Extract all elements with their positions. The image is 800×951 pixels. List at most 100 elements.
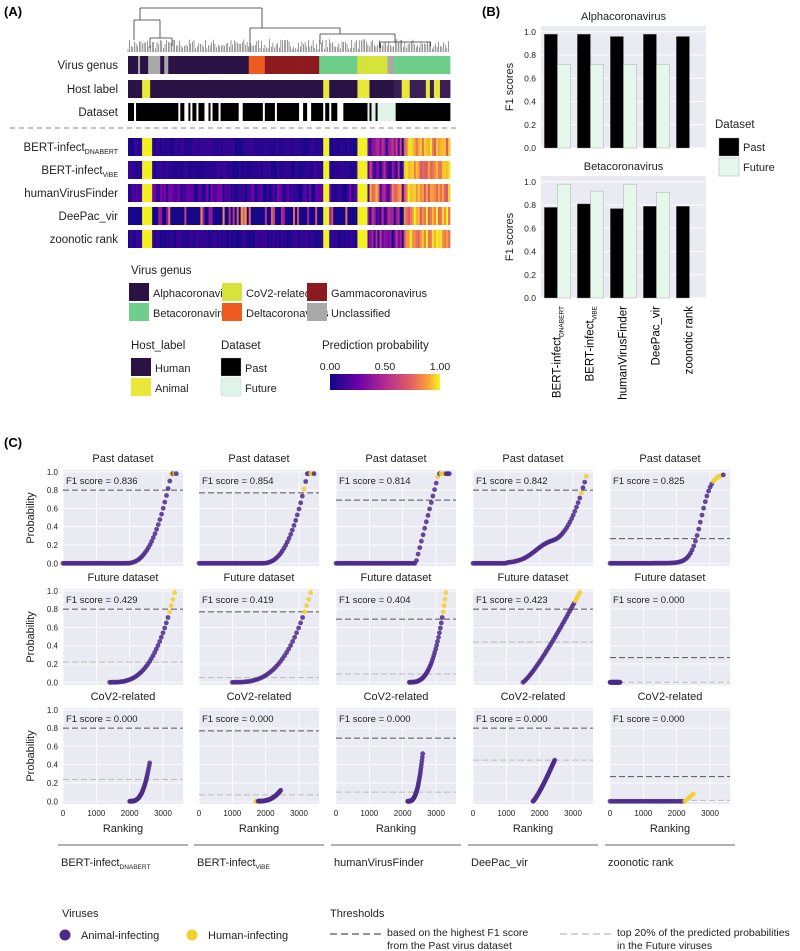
heatmap-row-1-segment — [210, 80, 213, 98]
heatmap-row-7-segment — [309, 230, 312, 248]
heatmap-row-1-segment — [240, 80, 244, 98]
heatmap-row-1-segment — [230, 80, 234, 98]
bar-past — [610, 208, 624, 299]
heatmap-row-0-segment — [349, 56, 352, 74]
heatmap-row-5-segment — [391, 184, 395, 202]
scatter-f1-score: F1 score = 0.854 — [202, 476, 274, 487]
heatmap-row-7-segment — [405, 230, 409, 248]
heatmap-row-7-segment — [393, 230, 397, 248]
heatmap-row-7-segment — [321, 230, 324, 248]
heatmap-row-0-segment — [291, 56, 294, 74]
heatmap-row-3-segment — [409, 138, 413, 156]
heatmap-row-5-segment — [214, 184, 217, 202]
heatmap-row-2-segment — [244, 103, 248, 121]
heatmap-row-3-segment — [417, 138, 421, 156]
heatmap-row-6-segment — [228, 207, 232, 225]
point-animal-infecting — [697, 519, 703, 525]
heatmap-row-3-segment — [395, 138, 399, 156]
heatmap-row-0-segment — [351, 56, 354, 74]
point-animal-infecting — [435, 639, 440, 644]
heatmap-row-4-segment — [315, 161, 318, 179]
heatmap-row-6-segment — [236, 207, 240, 225]
heatmap-row-5-segment — [258, 184, 262, 202]
heatmap-row-7-segment — [289, 230, 292, 248]
heatmap-row-7-segment — [445, 230, 449, 248]
heatmap-row-7-segment — [150, 230, 153, 248]
heatmap-row-2-segment — [226, 103, 230, 121]
heatmap-row-3-segment — [329, 138, 332, 156]
heatmap-row-1-segment — [254, 80, 258, 98]
heatmap-row-4-segment — [160, 161, 163, 179]
heatmap-row-3-segment — [305, 138, 308, 156]
legend-genus-label: Gammacoronavirus — [331, 288, 427, 300]
heatmap-row-6-segment — [389, 207, 393, 225]
heatmap-row-6-segment — [264, 207, 268, 225]
heatmap-row-0-segment — [379, 56, 382, 74]
heatmap-row-3-segment — [341, 138, 344, 156]
scatter-panel-title: Past dataset — [228, 453, 289, 465]
heatmap-row-4-segment — [431, 161, 435, 179]
legend-prob-title: Prediction probability — [322, 340, 429, 352]
heatmap-row-4-segment — [361, 161, 364, 179]
heatmap-row-1-segment — [216, 80, 219, 98]
heatmap-row-1-segment — [222, 80, 225, 98]
heatmap-row-6-segment — [321, 207, 324, 225]
heatmap-row-3-segment — [254, 138, 258, 156]
point-animal-infecting — [702, 499, 708, 505]
heatmap-row-6-segment — [299, 207, 302, 225]
heatmap-row-2-segment — [363, 103, 366, 121]
heatmap-row-6-segment — [136, 207, 139, 225]
point-animal-infecting — [155, 522, 161, 527]
heatmap-row-0-segment — [391, 56, 395, 74]
heatmap-row-6-segment — [347, 207, 350, 225]
heatmap-row-3-segment — [435, 138, 439, 156]
heatmap-row-2-segment — [136, 103, 139, 121]
heatmap-row-6-segment — [443, 207, 447, 225]
bar-y-tick: 1.0 — [524, 27, 536, 37]
heatmap-row-4-segment — [413, 161, 417, 179]
heatmap-row-5-segment — [409, 184, 413, 202]
legend-host-swatch — [131, 378, 151, 396]
heatmap-row-6-segment — [409, 207, 413, 225]
row-label-0: Virus genus — [57, 60, 118, 72]
heatmap-row-2-segment — [419, 103, 423, 121]
scatter-panel-0-2: 0.00.20.40.60.81.00 1000 2000 3000CoV2-rela… — [47, 691, 183, 835]
heatmap-row-1-segment — [395, 80, 399, 98]
heatmap-row-4-segment — [389, 161, 393, 179]
heatmap-row-5-segment — [315, 184, 318, 202]
heatmap-row-6-segment — [178, 207, 181, 225]
heatmap-row-5-segment — [184, 184, 187, 202]
legend-genus-label: CoV2-related — [246, 288, 311, 300]
heatmap-row-2-segment — [278, 103, 282, 121]
heatmap-row-6-segment — [387, 207, 391, 225]
heatmap-row-2-segment — [134, 103, 137, 121]
legend-genus-swatch — [307, 303, 327, 321]
heatmap-row-4-segment — [148, 161, 151, 179]
heatmap-row-4-segment — [401, 161, 405, 179]
heatmap-row-2-segment — [317, 103, 320, 121]
heatmap-row-4-segment — [172, 161, 175, 179]
point-animal-infecting — [572, 508, 578, 514]
heatmap-row-2-segment — [262, 103, 266, 121]
heatmap-row-2-segment — [282, 103, 286, 121]
heatmap-row-7-segment — [299, 230, 302, 248]
heatmap-row-0-segment — [371, 56, 374, 74]
heatmap-row-3-segment — [272, 138, 276, 156]
heatmap-row-0-segment — [260, 56, 264, 74]
legend-host-title: Host_label — [131, 340, 185, 352]
heatmap-row-3-segment — [214, 138, 217, 156]
heatmap-row-1-segment — [272, 80, 276, 98]
heatmap-row-1-segment — [184, 80, 187, 98]
heatmap-row-2-segment — [280, 103, 284, 121]
heatmap-row-4-segment — [262, 161, 266, 179]
heatmap-row-0-segment — [341, 56, 344, 74]
heatmap-row-1-segment — [373, 80, 376, 98]
heatmap-row-4-segment — [150, 161, 153, 179]
heatmap-row-3-segment — [222, 138, 225, 156]
heatmap-row-0-segment — [196, 56, 199, 74]
heatmap-row-7-segment — [138, 230, 141, 248]
heatmap-row-2-segment — [172, 103, 175, 121]
heatmap-row-0-segment — [413, 56, 417, 74]
heatmap-row-4-segment — [345, 161, 348, 179]
heatmap-row-1-segment — [160, 80, 163, 98]
